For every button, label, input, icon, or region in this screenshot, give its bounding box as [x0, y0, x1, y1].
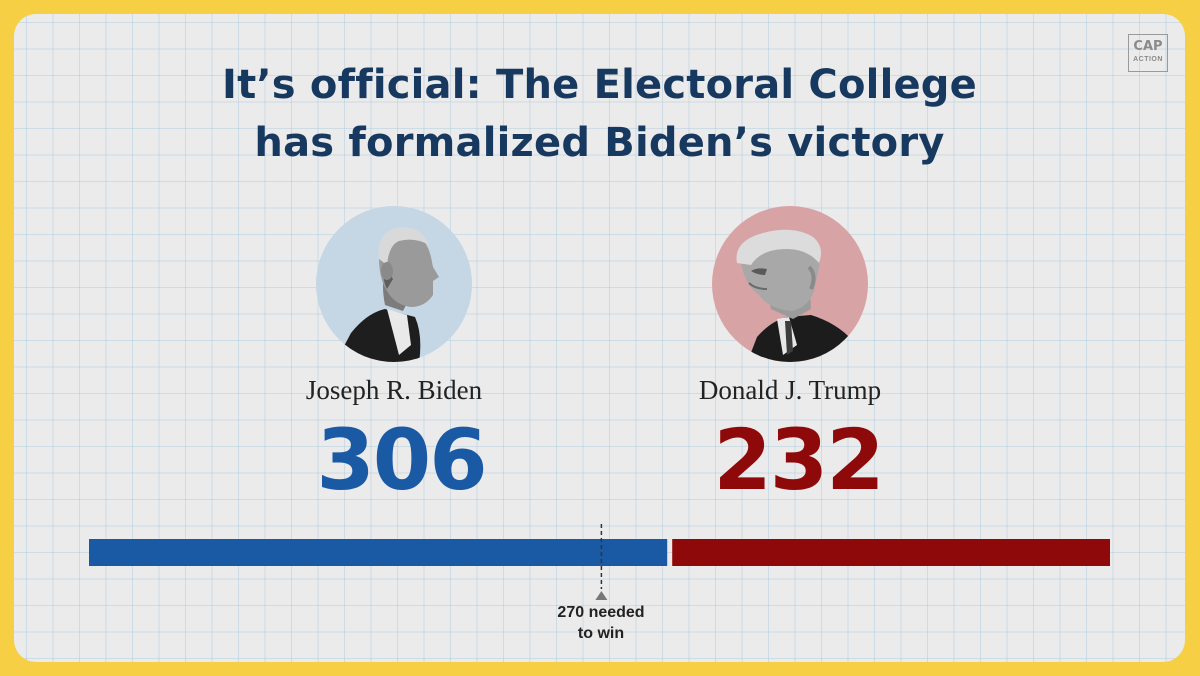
- threshold-arrow-icon: [595, 591, 608, 600]
- trump-electoral-votes: 232: [713, 411, 884, 509]
- logo-top-text: CAP: [1133, 39, 1163, 54]
- trump-name: Donald J. Trump: [698, 375, 882, 405]
- chart-title: It’s official: The Electoral College has…: [14, 56, 1185, 172]
- bar-biden: [89, 539, 668, 566]
- biden-portrait: [316, 206, 472, 362]
- biden-name: Joseph R. Biden: [305, 375, 483, 405]
- threshold-label-line-1: 270 needed: [557, 604, 645, 621]
- title-line-2: has formalized Biden’s victory: [254, 120, 945, 166]
- bar-trump: [672, 539, 1110, 566]
- graphic-frame: It’s official: The Electoral College has…: [14, 14, 1185, 662]
- electoral-vote-bar: [89, 524, 1110, 600]
- biden-electoral-votes: 306: [316, 411, 487, 509]
- cap-action-logo: CAP ACTION: [1128, 34, 1168, 72]
- threshold-label-line-2: to win: [577, 625, 625, 642]
- trump-portrait: [712, 206, 868, 362]
- title-line-1: It’s official: The Electoral College: [222, 62, 977, 108]
- threshold-label: 270 needed to win: [541, 602, 661, 644]
- logo-bottom-text: ACTION: [1133, 56, 1163, 63]
